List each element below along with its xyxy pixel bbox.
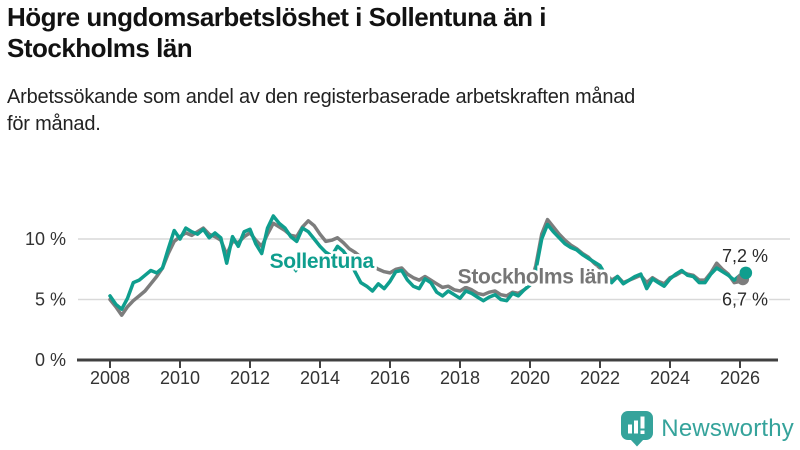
series-label-stockholms-l-n: Stockholms län [458,266,609,289]
x-tick-label: 2018 [440,368,480,388]
title-line-1: Högre ungdomsarbetslöshet i Sollentuna ä… [7,2,547,32]
title-line-2: Stockholms län [7,33,193,63]
series-label-pointer [288,264,303,273]
series-end-dot-sollentuna [739,266,753,280]
x-tick-label: 2016 [370,368,410,388]
x-tick-label: 2010 [160,368,200,388]
x-tick-label: 2014 [300,368,340,388]
chart-header: Högre ungdomsarbetslöshet i Sollentuna ä… [7,2,793,138]
x-tick-label: 2022 [580,368,620,388]
end-value-label: 6,7 % [722,290,768,310]
x-tick-label: 2024 [650,368,690,388]
y-tick-label: 0 % [35,350,66,370]
y-tick-label: 5 % [35,290,66,310]
bar-chart-speech-bubble-icon [621,411,654,447]
page-title: Högre ungdomsarbetslöshet i Sollentuna ä… [7,2,793,64]
newsworthy-logo[interactable]: Newsworthy [620,410,794,447]
newsworthy-logo-text: Newsworthy [661,414,794,442]
x-tick-label: 2008 [90,368,130,388]
series-line-sollentuna [108,214,748,311]
end-value-label: 7,2 % [722,246,768,266]
subtitle-line-1: Arbetssökande som andel av den registerb… [7,86,636,108]
x-tick-label: 2026 [720,368,760,388]
y-tick-label: 10 % [25,229,66,249]
series-label-sollentuna: Sollentuna [270,250,375,273]
x-tick-label: 2020 [510,368,550,388]
x-tick-label: 2012 [230,368,270,388]
subtitle-line-2: för månad. [7,113,101,135]
chart-subtitle: Arbetssökande som andel av den registerb… [7,84,793,138]
